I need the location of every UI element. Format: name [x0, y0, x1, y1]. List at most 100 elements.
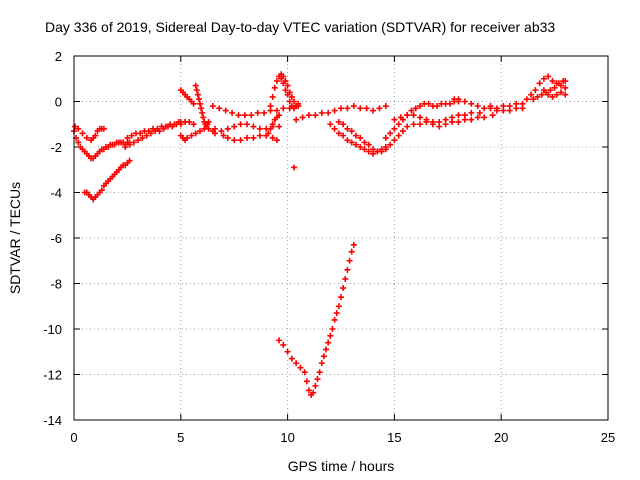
- data-point: [391, 125, 398, 132]
- y-axis-label: SDTVAR / TECUs: [7, 182, 23, 294]
- data-point: [558, 89, 565, 96]
- data-point: [291, 164, 298, 171]
- data-point: [122, 144, 129, 150]
- data-point: [329, 326, 336, 332]
- data-point: [198, 105, 205, 112]
- data-point: [474, 103, 481, 110]
- data-point: [162, 123, 169, 130]
- data-point: [250, 134, 257, 141]
- y-tick-label: 0: [55, 95, 62, 110]
- data-point: [293, 103, 300, 110]
- data-point: [350, 103, 357, 110]
- data-point: [130, 139, 137, 146]
- data-point: [449, 118, 456, 125]
- data-point: [269, 93, 276, 100]
- data-point: [267, 125, 274, 132]
- data-point: [197, 128, 204, 135]
- data-point: [282, 78, 289, 85]
- y-tick-label: -10: [43, 322, 62, 337]
- data-point: [135, 137, 142, 144]
- data-point: [395, 121, 402, 128]
- data-point: [468, 100, 475, 107]
- data-series: [122, 118, 197, 150]
- data-point: [254, 109, 261, 116]
- data-point: [293, 116, 300, 123]
- data-point: [446, 100, 453, 107]
- data-series: [263, 112, 283, 139]
- data-point: [549, 78, 556, 85]
- data-point: [273, 137, 280, 144]
- x-tick-label: 25: [601, 430, 615, 445]
- data-point: [344, 125, 351, 132]
- data-point: [331, 107, 338, 114]
- data-point: [534, 93, 541, 100]
- data-point: [218, 128, 225, 135]
- data-point: [404, 123, 411, 130]
- data-point: [344, 105, 351, 112]
- data-point: [455, 96, 462, 103]
- y-tick-label: -6: [50, 231, 62, 246]
- data-point: [92, 132, 99, 139]
- data-point: [224, 125, 231, 132]
- data-point: [190, 121, 197, 128]
- data-point: [523, 96, 530, 103]
- data-series: [278, 71, 300, 110]
- data-point: [338, 294, 344, 301]
- data-point: [468, 109, 475, 116]
- data-point: [545, 73, 552, 80]
- data-point: [540, 87, 547, 94]
- data-point: [276, 337, 283, 344]
- data-point: [357, 144, 364, 150]
- data-point: [265, 130, 272, 137]
- data-point: [455, 112, 462, 119]
- y-tick-label: -14: [43, 413, 62, 428]
- data-point: [314, 376, 321, 383]
- data-point: [250, 123, 257, 130]
- data-point: [286, 89, 293, 96]
- data-point: [269, 121, 276, 128]
- data-point: [291, 98, 298, 105]
- data-point: [222, 107, 229, 114]
- data-point: [551, 84, 558, 91]
- data-point: [461, 98, 468, 105]
- data-point: [231, 137, 238, 144]
- data-point: [220, 132, 227, 139]
- data-point: [357, 105, 364, 112]
- data-point: [500, 103, 507, 110]
- data-point: [335, 118, 342, 125]
- data-point: [442, 121, 449, 128]
- data-point: [237, 137, 244, 144]
- data-point: [399, 128, 406, 135]
- y-tick-label: -12: [43, 368, 62, 383]
- data-point: [209, 103, 216, 110]
- data-point: [348, 139, 355, 146]
- data-point: [489, 112, 496, 119]
- data-point: [280, 73, 287, 80]
- data-point: [284, 82, 291, 89]
- x-tick-label: 20: [494, 430, 508, 445]
- data-point: [382, 146, 389, 153]
- data-point: [271, 84, 278, 91]
- plot-frame: [73, 55, 609, 421]
- data-point: [124, 134, 131, 141]
- data-point: [188, 132, 195, 139]
- data-point: [190, 100, 197, 107]
- x-tick-label: 15: [387, 430, 401, 445]
- data-point: [312, 112, 319, 119]
- data-point: [545, 91, 552, 98]
- data-point: [540, 75, 547, 82]
- data-point: [342, 275, 349, 282]
- data-point: [528, 91, 535, 98]
- data-point: [348, 128, 355, 135]
- data-point: [410, 121, 417, 128]
- data-point: [83, 134, 90, 141]
- data-point: [436, 123, 443, 130]
- data-point: [211, 125, 218, 132]
- data-points: [71, 71, 569, 398]
- data-point: [363, 105, 370, 112]
- data-series: [276, 241, 357, 398]
- data-point: [303, 378, 310, 385]
- data-point: [530, 96, 537, 103]
- data-point: [193, 87, 200, 94]
- data-point: [562, 91, 569, 98]
